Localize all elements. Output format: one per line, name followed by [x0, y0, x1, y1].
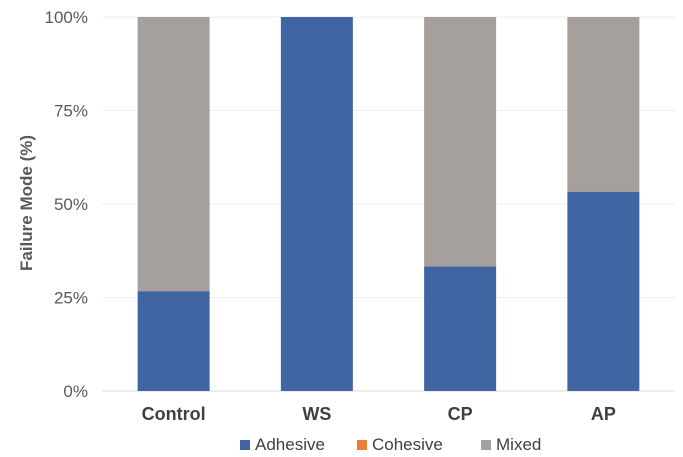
bar-adhesive-cp — [424, 266, 497, 391]
x-category-label: WS — [302, 404, 331, 424]
bar-mixed-control — [137, 17, 210, 292]
y-tick-label: 25% — [54, 289, 88, 308]
legend-swatch-cohesive — [357, 440, 367, 450]
bar-adhesive-ap — [567, 191, 640, 391]
x-category-label: CP — [448, 404, 473, 424]
legend-swatch-mixed — [481, 440, 491, 450]
y-axis-title: Failure Mode (%) — [17, 135, 36, 271]
bar-adhesive-ws — [280, 17, 353, 391]
bar-adhesive-control — [137, 291, 210, 391]
legend-swatch-adhesive — [240, 440, 250, 450]
bar-mixed-ap — [567, 17, 640, 192]
legend-label-mixed: Mixed — [496, 435, 541, 454]
legend-label-cohesive: Cohesive — [372, 435, 443, 454]
bars — [137, 17, 640, 391]
legend: Adhesive Cohesive Mixed — [240, 435, 541, 454]
legend-label-adhesive: Adhesive — [255, 435, 325, 454]
x-axis-category-labels: Control WS CP AP — [142, 404, 616, 424]
bar-mixed-cp — [424, 17, 497, 267]
y-tick-label: 50% — [54, 195, 88, 214]
x-category-label: AP — [591, 404, 616, 424]
x-category-label: Control — [142, 404, 206, 424]
y-tick-label: 0% — [63, 382, 88, 401]
y-axis-tick-labels: 0% 25% 50% 75% 100% — [45, 8, 88, 401]
y-tick-label: 100% — [45, 8, 88, 27]
y-tick-label: 75% — [54, 102, 88, 121]
